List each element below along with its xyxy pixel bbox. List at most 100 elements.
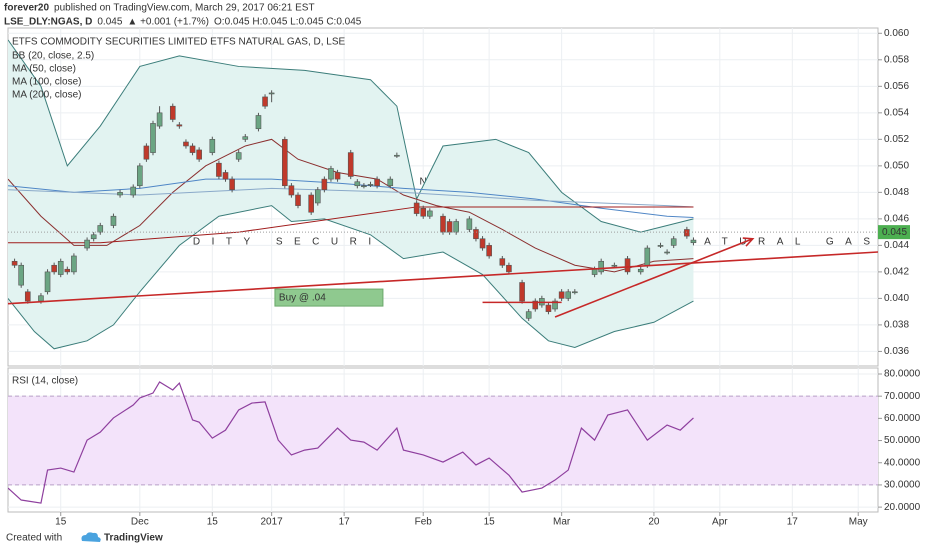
candle-body xyxy=(97,225,104,233)
candle-body xyxy=(499,258,506,266)
candle-body xyxy=(591,268,598,275)
candle-body xyxy=(209,139,216,153)
candle-body xyxy=(611,264,618,267)
candle-body xyxy=(657,245,664,247)
candle-body xyxy=(64,268,71,273)
y-tick-label: 0.036 xyxy=(884,346,909,357)
header-text: LSE_DLY:NGAS, D xyxy=(4,17,92,28)
candle-body xyxy=(321,178,328,191)
trendline xyxy=(554,238,754,318)
candle-body xyxy=(268,92,275,95)
rsi-title: RSI (14, close) xyxy=(12,376,78,387)
candle-body xyxy=(288,185,295,196)
x-tick-label: 15 xyxy=(55,517,67,528)
candle-body xyxy=(427,210,433,217)
candle-body xyxy=(519,282,525,302)
candle-body xyxy=(18,264,24,286)
last-price-label: 0.045 xyxy=(882,227,907,238)
candle-body xyxy=(420,207,427,217)
candle-body xyxy=(453,221,459,233)
candle-body xyxy=(486,245,492,257)
header-text: O:0.045 H:0.045 L:0.045 C:0.045 xyxy=(214,17,362,28)
candle-body xyxy=(558,291,565,299)
x-tick-label: 20 xyxy=(648,517,660,528)
candle-body xyxy=(110,215,117,226)
candle-body xyxy=(394,154,400,157)
candle-body xyxy=(664,251,670,254)
header-text: published on TradingView.com, March 29, … xyxy=(54,3,315,14)
trendline xyxy=(8,251,878,305)
candle-body xyxy=(361,185,367,188)
footer-brand: TradingView xyxy=(104,533,163,544)
x-tick-label: 17 xyxy=(787,517,799,528)
candle-body xyxy=(446,221,453,233)
header-text: forever20 xyxy=(4,3,49,14)
y-tick-label: 0.038 xyxy=(884,320,909,331)
band-fill xyxy=(8,39,694,349)
y-tick-label: 60.0000 xyxy=(884,413,921,424)
candle-body xyxy=(690,239,697,244)
candle-body xyxy=(137,165,143,187)
x-tick-label: 15 xyxy=(484,517,496,528)
candle-body xyxy=(176,124,183,127)
y-tick-label: 0.044 xyxy=(884,240,909,251)
candle-body xyxy=(367,184,374,186)
candle-body xyxy=(38,295,44,302)
logo-cloud xyxy=(81,532,101,542)
y-tick-label: 0.050 xyxy=(884,160,909,171)
candle-body xyxy=(282,139,288,187)
candle-body xyxy=(189,145,196,153)
candle-body xyxy=(183,141,189,147)
indicator-label: MA (100, close) xyxy=(12,77,81,88)
candle-body xyxy=(90,234,97,240)
x-tick-label: May xyxy=(849,517,868,528)
candle-body xyxy=(216,162,222,177)
y-tick-label: 0.046 xyxy=(884,214,909,225)
indicator-line xyxy=(8,205,694,350)
candle-body xyxy=(572,291,578,294)
candle-body xyxy=(71,255,77,273)
chart-title: ETFS COMMODITY SECURITIES LIMITED ETFS N… xyxy=(12,37,346,48)
candle-body xyxy=(156,112,163,127)
candle-body xyxy=(44,271,51,293)
y-tick-label: 50.0000 xyxy=(884,435,921,446)
y-tick-label: 0.042 xyxy=(884,267,909,278)
x-tick-label: Dec xyxy=(131,517,149,528)
indicator-label: MA (50, close) xyxy=(12,64,76,75)
candle-body xyxy=(387,178,394,187)
y-tick-label: 0.056 xyxy=(884,81,909,92)
rsi-band xyxy=(8,396,878,485)
rsi-plot xyxy=(8,381,878,504)
x-tick-label: 15 xyxy=(207,517,219,528)
x-tick-label: Mar xyxy=(553,517,571,528)
candle-body xyxy=(11,260,18,266)
rsi-line xyxy=(8,381,694,504)
candle-body xyxy=(169,105,176,120)
indicator-label: BB (20, close, 2.5) xyxy=(12,51,94,62)
header-text: ▲ +0.001 (+1.7%) xyxy=(127,17,209,28)
candle-body xyxy=(255,115,262,130)
candle-body xyxy=(347,152,354,177)
candle-body xyxy=(374,178,380,187)
candle-body xyxy=(117,192,123,196)
y-tick-label: 0.040 xyxy=(884,293,909,304)
candle-body xyxy=(479,238,486,249)
candle-body xyxy=(413,202,420,214)
candle-body xyxy=(637,268,644,273)
candle-body xyxy=(506,264,512,273)
arrowhead xyxy=(742,237,755,247)
candle-body xyxy=(84,239,90,249)
y-tick-label: 0.052 xyxy=(884,134,909,145)
logo xyxy=(81,532,101,542)
candle-body xyxy=(328,168,334,180)
y-tick-label: 0.048 xyxy=(884,187,909,198)
note-text: Buy @ .04 xyxy=(279,293,326,304)
y-tick-label: 70.0000 xyxy=(884,391,921,402)
y-tick-label: 20.0000 xyxy=(884,502,921,513)
indicator-line xyxy=(8,187,694,208)
x-tick-label: Feb xyxy=(415,517,433,528)
candle-body xyxy=(262,96,268,107)
